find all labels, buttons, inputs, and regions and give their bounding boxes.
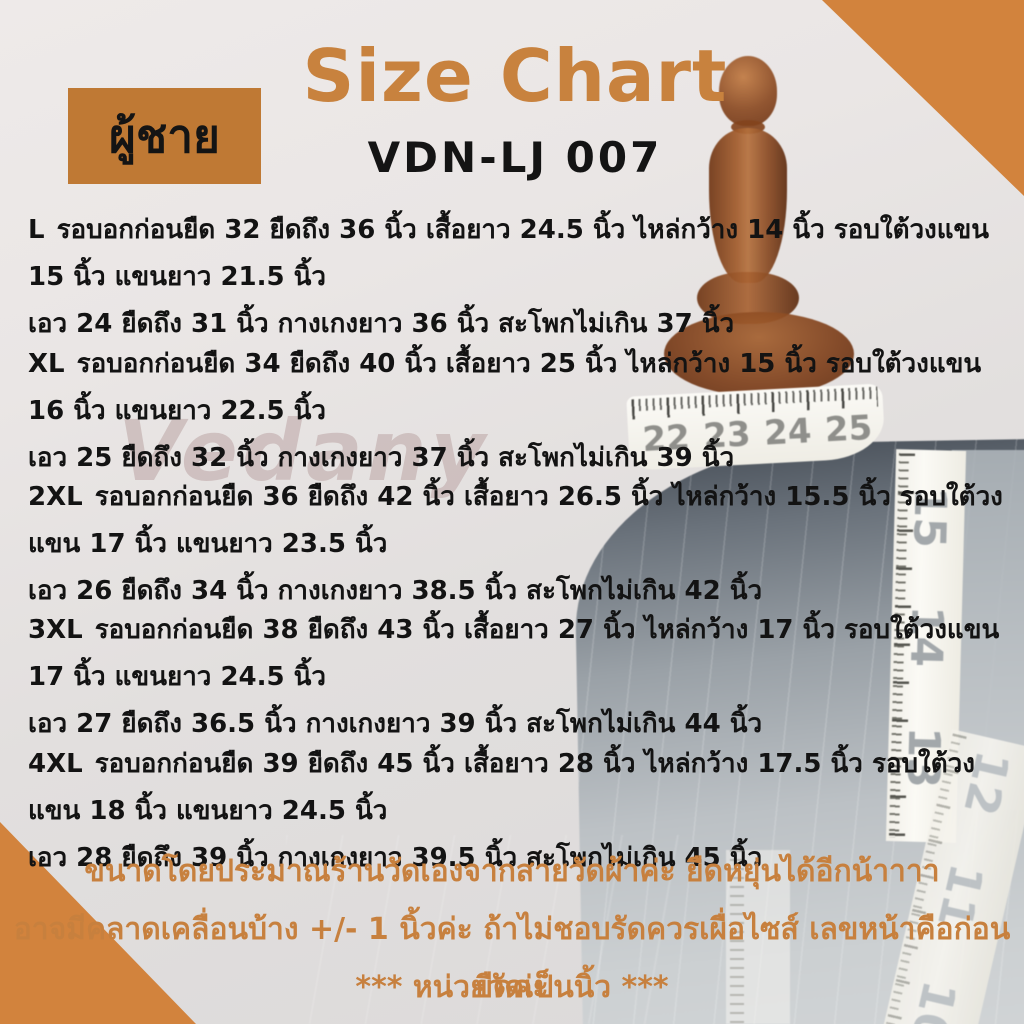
size-label: 2XL (28, 482, 83, 512)
size-row-4xl: 4XL รอบอกก่อนยืด 39 ยืดถึง 45 นิ้ว เสื้อย… (28, 741, 1006, 882)
mannequin-finial-vase (709, 128, 787, 283)
size-label: 4XL (28, 749, 83, 779)
size-measurements-bottom: เอว 27 ยืดถึง 36.5 นิ้ว กางเกงยาว 39 นิ้… (28, 709, 763, 739)
page-title: Size Chart (302, 34, 728, 118)
watermark: Vedany (118, 402, 490, 500)
mannequin-neck-cap (664, 312, 854, 396)
size-measurements-top: รอบอกก่อนยืด 32 ยืดถึง 36 นิ้ว เสื้อยาว … (28, 215, 990, 292)
size-line: 2XL รอบอกก่อนยืด 36 ยืดถึง 42 นิ้ว เสื้อย… (28, 474, 1006, 568)
measuring-tape-hem (726, 850, 790, 1024)
category-label: ผู้ชาย (109, 108, 220, 163)
mannequin-finial-ball (719, 56, 777, 126)
size-measurements-bottom: เอว 24 ยืดถึง 31 นิ้ว กางเกงยาว 36 นิ้ว … (28, 309, 735, 339)
size-measurements-bottom: เอว 26 ยืดถึง 34 นิ้ว กางเกงยาว 38.5 นิ้… (28, 576, 763, 606)
product-code: VDN-LJ 007 (367, 133, 663, 182)
note-unit: *** หน่วยวัดเป็นนิ้ว *** (355, 970, 669, 1005)
note-measurement-disclaimer: ขนาดโดยประมาณร้านวัดเองจากสายวัดผ้าค่ะ ย… (84, 854, 940, 889)
size-row-3xl: 3XL รอบอกก่อนยืด 38 ยืดถึง 43 นิ้ว เสื้อย… (28, 607, 1006, 748)
size-measurements-top: รอบอกก่อนยืด 34 ยืดถึง 40 นิ้ว เสื้อยาว … (28, 349, 982, 426)
size-row-xl: XL รอบอกก่อนยืด 34 ยืดถึง 40 นิ้ว เสื้อยา… (28, 341, 1006, 482)
size-label: 3XL (28, 615, 83, 645)
footer-notes: ขนาดโดยประมาณร้านวัดเองจากสายวัดผ้าค่ะ ย… (0, 843, 1024, 1017)
size-label: L (28, 215, 45, 245)
size-row-l: L รอบอกก่อนยืด 32 ยืดถึง 36 นิ้ว เสื้อยาว… (28, 207, 1006, 348)
size-measurements-bottom: เอว 28 ยืดถึง 39 นิ้ว กางเกงยาว 39.5 นิ้… (28, 843, 763, 873)
size-row-2xl: 2XL รอบอกก่อนยืด 36 ยืดถึง 42 นิ้ว เสื้อย… (28, 474, 1006, 615)
fabric-highlight-streaks (286, 835, 686, 1024)
note-tolerance: อาจมีคลาดเคลื่อนบ้าง +/- 1 นิ้วค่ะ ถ้าไม… (13, 912, 1011, 1005)
category-badge: ผู้ชาย (68, 88, 261, 184)
size-line: 4XL รอบอกก่อนยืด 39 ยืดถึง 45 นิ้ว เสื้อย… (28, 741, 1006, 835)
size-measurements-bottom: เอว 25 ยืดถึง 32 นิ้ว กางเกงยาว 37 นิ้ว … (28, 443, 735, 473)
size-line: 3XL รอบอกก่อนยืด 38 ยืดถึง 43 นิ้ว เสื้อย… (28, 607, 1006, 701)
size-measurements-top: รอบอกก่อนยืด 36 ยืดถึง 42 นิ้ว เสื้อยาว … (28, 482, 1003, 559)
size-line: L รอบอกก่อนยืด 32 ยืดถึง 36 นิ้ว เสื้อยาว… (28, 207, 1006, 301)
size-measurements-top: รอบอกก่อนยืด 39 ยืดถึง 45 นิ้ว เสื้อยาว … (28, 749, 975, 826)
size-label: XL (28, 349, 65, 379)
size-measurements-top: รอบอกก่อนยืด 38 ยืดถึง 43 นิ้ว เสื้อยาว … (28, 615, 1000, 692)
size-line: XL รอบอกก่อนยืด 34 ยืดถึง 40 นิ้ว เสื้อยา… (28, 341, 1006, 435)
